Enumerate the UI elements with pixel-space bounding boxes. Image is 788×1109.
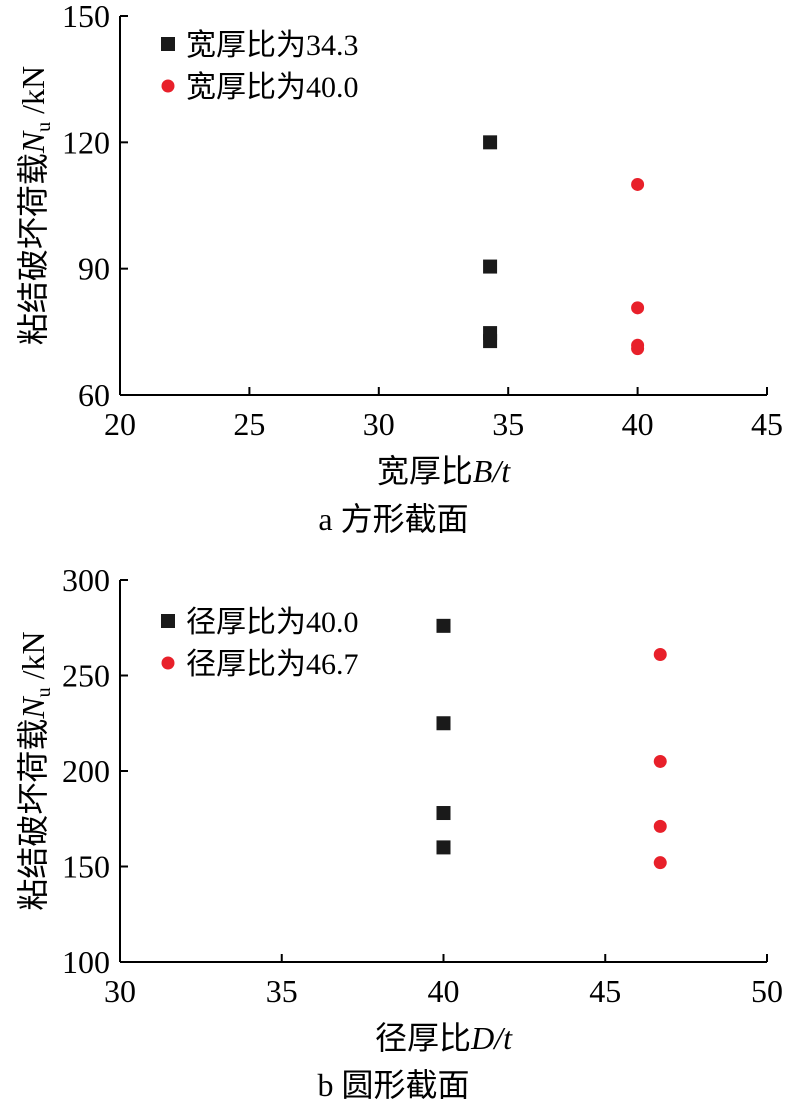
legend-marker bbox=[161, 37, 175, 51]
y-axis-title: 粘结破坏荷载Nu /kN bbox=[15, 66, 55, 345]
x-axis-title: 径厚比D/t bbox=[375, 1020, 513, 1056]
panel-caption: b 圆形截面 bbox=[317, 1067, 469, 1103]
y-tick-label: 300 bbox=[62, 562, 110, 598]
legend-entry: 宽厚比为40.0 bbox=[186, 71, 359, 104]
y-tick-label: 150 bbox=[62, 0, 110, 34]
data-point bbox=[483, 135, 498, 150]
x-axis-title: 宽厚比B/t bbox=[377, 453, 511, 489]
panel-caption: a 方形截面 bbox=[318, 501, 468, 537]
y-axis-title: 粘结破坏荷载Nu /kN bbox=[15, 631, 55, 910]
x-tick-label: 30 bbox=[363, 406, 395, 442]
y-tick-label: 60 bbox=[78, 377, 110, 413]
x-tick-label: 25 bbox=[233, 406, 265, 442]
y-tick-label: 90 bbox=[78, 251, 110, 287]
data-point bbox=[436, 618, 451, 633]
data-point bbox=[653, 647, 667, 661]
data-point bbox=[436, 840, 451, 855]
legend-marker bbox=[161, 79, 175, 93]
data-point bbox=[483, 334, 498, 349]
y-tick-label: 100 bbox=[62, 944, 110, 980]
data-point bbox=[653, 856, 667, 870]
legend-entry: 宽厚比为34.3 bbox=[186, 29, 359, 62]
legend-marker bbox=[161, 614, 175, 628]
data-point bbox=[653, 819, 667, 833]
x-tick-label: 40 bbox=[428, 973, 460, 1009]
chart-panel-2: 100 150 200 250 300 30 35 40 45 50 粘结破坏荷载Nu /kN 径厚比… bbox=[15, 562, 783, 1103]
chart-panel-1: 60 90 120 150 20 25 30 35 40 45 粘结破坏荷载Nu /kN 宽厚比B/t… bbox=[15, 0, 783, 537]
x-tick-label: 30 bbox=[104, 973, 136, 1009]
data-point bbox=[653, 754, 667, 768]
x-tick-label: 45 bbox=[751, 406, 783, 442]
x-tick-label: 40 bbox=[622, 406, 654, 442]
y-tick-label: 150 bbox=[62, 849, 110, 885]
legend-entry: 径厚比为40.0 bbox=[186, 606, 359, 639]
x-tick-label: 45 bbox=[589, 973, 621, 1009]
x-tick-label: 50 bbox=[751, 973, 783, 1009]
legend-entry: 径厚比为46.7 bbox=[186, 648, 359, 681]
data-point bbox=[436, 806, 451, 821]
data-point bbox=[436, 716, 451, 731]
x-tick-label: 35 bbox=[492, 406, 524, 442]
data-point bbox=[631, 342, 645, 356]
data-point bbox=[631, 177, 645, 191]
y-tick-label: 250 bbox=[62, 658, 110, 694]
x-tick-label: 35 bbox=[266, 973, 298, 1009]
y-tick-label: 120 bbox=[62, 124, 110, 160]
y-tick-label: 200 bbox=[62, 753, 110, 789]
data-point bbox=[631, 301, 645, 315]
data-point bbox=[483, 259, 498, 274]
x-tick-label: 20 bbox=[104, 406, 136, 442]
legend-marker bbox=[161, 656, 175, 670]
